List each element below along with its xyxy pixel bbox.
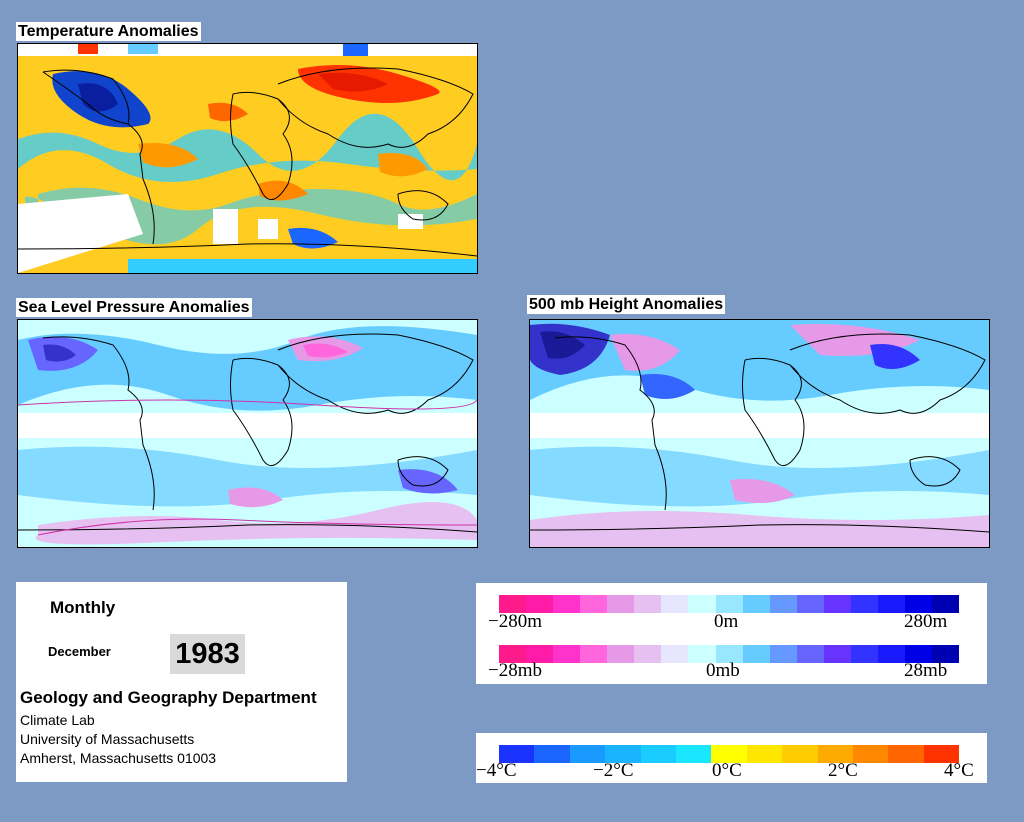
temp-label-2: 2°C: [828, 760, 858, 781]
pressure-swatch-9: [742, 645, 770, 663]
temperature-swatch-3: [605, 745, 641, 763]
height-swatch-11: [796, 595, 824, 613]
height-swatch-13: [850, 595, 878, 613]
pressure-swatch-1: [526, 645, 554, 663]
height-min-label: −280m: [488, 611, 542, 632]
pressure-mid-label: 0mb: [706, 660, 740, 681]
university-label: University of Massachusetts: [20, 731, 195, 747]
height-swatch-2: [553, 595, 581, 613]
height-swatch-12: [823, 595, 851, 613]
temp-label-neg2: −2°C: [593, 760, 634, 781]
temperature-colorbar: [499, 745, 960, 763]
year-label: 1983: [170, 634, 245, 674]
temperature-swatch-1: [534, 745, 570, 763]
pressure-swatch-4: [607, 645, 635, 663]
temperature-legend: −4°C −2°C 0°C 2°C 4°C: [476, 733, 987, 783]
temperature-map-graphic: [18, 44, 477, 273]
pressure-swatch-10: [769, 645, 797, 663]
pressure-swatch-3: [580, 645, 608, 663]
pressure-colorbar: [499, 645, 960, 663]
pressure-swatch-6: [661, 645, 689, 663]
period-label: Monthly: [50, 598, 116, 617]
temperature-swatch-5: [675, 745, 712, 763]
height-mid-label: 0m: [714, 611, 739, 632]
height-swatch-5: [634, 595, 662, 613]
temperature-swatch-8: [782, 745, 818, 763]
pressure-swatch-11: [796, 645, 824, 663]
height-panel-title: 500 mb Height Anomalies: [527, 295, 726, 314]
temperature-swatch-0: [499, 745, 535, 763]
pressure-swatch-7: [688, 645, 716, 663]
height-swatch-4: [607, 595, 635, 613]
temp-label-neg4: −4°C: [476, 760, 517, 781]
info-box: Monthly December 1983 Geology and Geogra…: [16, 582, 347, 782]
height-swatch-3: [580, 595, 608, 613]
temperature-swatch-11: [888, 745, 924, 763]
height-swatch-15: [904, 595, 932, 613]
height-colorbar: [499, 595, 960, 613]
pressure-swatch-16: [932, 645, 960, 663]
pressure-swatch-14: [877, 645, 905, 663]
slp-map-graphic: [18, 320, 477, 547]
temperature-anomaly-map: [17, 43, 478, 274]
height-pressure-legend: −280m 0m 280m −28mb 0mb 28mb: [476, 583, 987, 684]
height-swatch-6: [661, 595, 689, 613]
height-map-graphic: [530, 320, 989, 547]
temperature-swatch-6: [711, 745, 747, 763]
pressure-min-label: −28mb: [488, 660, 542, 681]
height-swatch-9: [742, 595, 770, 613]
temperature-swatch-10: [852, 745, 889, 763]
pressure-swatch-8: [715, 645, 743, 663]
temperature-swatch-7: [746, 745, 783, 763]
height-swatch-1: [526, 595, 554, 613]
temperature-swatch-2: [569, 745, 606, 763]
height-swatch-16: [932, 595, 960, 613]
temperature-swatch-12: [923, 745, 960, 763]
height-anomaly-map: [529, 319, 990, 548]
pressure-swatch-12: [823, 645, 851, 663]
temperature-panel-title: Temperature Anomalies: [16, 22, 201, 41]
slp-anomaly-map: [17, 319, 478, 548]
height-swatch-0: [499, 595, 527, 613]
pressure-swatch-5: [634, 645, 662, 663]
pressure-swatch-2: [553, 645, 581, 663]
department-label: Geology and Geography Department: [20, 688, 317, 707]
pressure-swatch-13: [850, 645, 878, 663]
temp-label-0: 0°C: [712, 760, 742, 781]
height-swatch-8: [715, 595, 743, 613]
height-swatch-14: [877, 595, 905, 613]
pressure-swatch-0: [499, 645, 527, 663]
pressure-swatch-15: [904, 645, 932, 663]
address-label: Amherst, Massachusetts 01003: [20, 750, 217, 766]
month-label: December: [48, 644, 111, 659]
temperature-swatch-4: [640, 745, 676, 763]
height-max-label: 280m: [904, 611, 948, 632]
temp-label-4: 4°C: [944, 760, 974, 781]
height-swatch-10: [769, 595, 797, 613]
height-swatch-7: [688, 595, 716, 613]
slp-panel-title: Sea Level Pressure Anomalies: [16, 298, 252, 317]
lab-label: Climate Lab: [20, 712, 95, 728]
temperature-swatch-9: [817, 745, 853, 763]
pressure-max-label: 28mb: [904, 660, 948, 681]
